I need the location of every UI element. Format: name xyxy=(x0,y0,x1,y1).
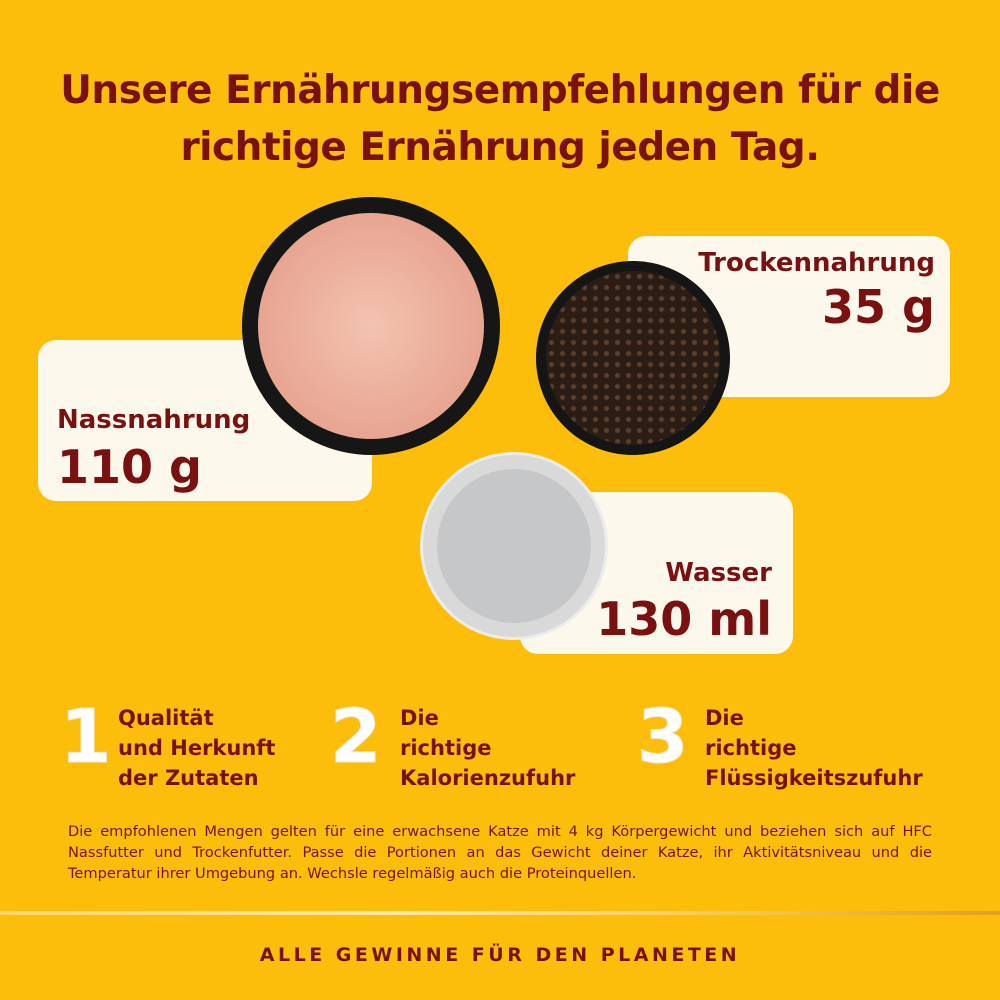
step-2-line: Kalorienzufuhr xyxy=(400,766,576,790)
step-2-number: 2 xyxy=(330,694,382,780)
step-3-number: 3 xyxy=(637,694,689,780)
divider xyxy=(0,911,1000,915)
step-1-text: Qualität und Herkunft der Zutaten xyxy=(118,703,275,793)
title-line-1: Unsere Ernährungsempfehlungen für die xyxy=(60,68,940,113)
step-3-line: Die xyxy=(705,706,744,730)
title-line-2: richtige Ernährung jeden Tag. xyxy=(180,125,820,170)
step-2-text: Die richtige Kalorienzufuhr xyxy=(400,703,575,793)
page-title: Unsere Ernährungsempfehlungen für die ri… xyxy=(0,62,1000,176)
dry-food-bowl-image xyxy=(536,261,730,455)
disclaimer-note: Die empfohlenen Mengen gelten für eine e… xyxy=(68,823,932,882)
tagline: ALLE GEWINNE FÜR DEN PLANETEN xyxy=(259,944,741,966)
step-2-line: Die xyxy=(400,706,439,730)
dry-food-value: 35 g xyxy=(822,280,935,334)
step-3-text: Die richtige Flüssigkeitszufuhr xyxy=(705,703,923,793)
step-1-line: und Herkunft xyxy=(118,736,276,760)
water-bowl-image xyxy=(420,452,608,640)
step-1-line: der Zutaten xyxy=(118,766,259,790)
wet-food-value: 110 g xyxy=(57,440,202,494)
dry-food-label: Trockennahrung xyxy=(698,248,935,278)
step-1-number: 1 xyxy=(60,694,112,780)
water-label: Wasser xyxy=(665,558,772,588)
wet-food-label: Nassnahrung xyxy=(57,405,251,435)
water-value: 130 ml xyxy=(596,592,772,646)
step-3-line: Flüssigkeitszufuhr xyxy=(705,766,923,790)
step-1-line: Qualität xyxy=(118,706,214,730)
wet-food-bowl-image xyxy=(242,197,500,455)
step-3-line: richtige xyxy=(705,736,797,760)
step-2-line: richtige xyxy=(400,736,492,760)
